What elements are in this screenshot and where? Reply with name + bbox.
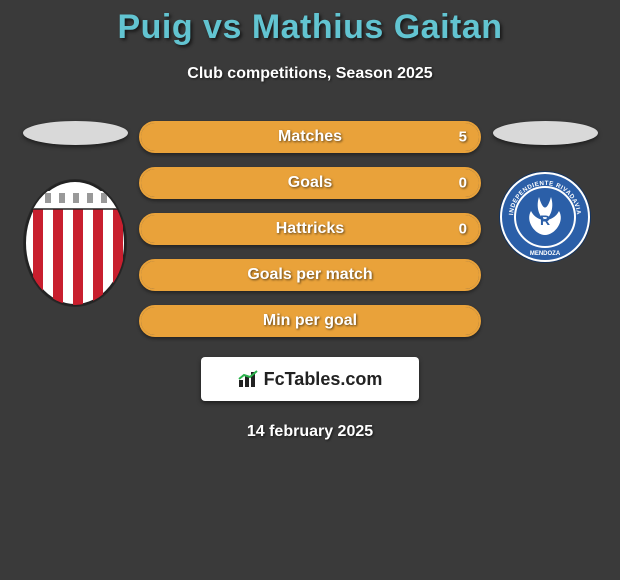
brand-text: FcTables.com: [264, 369, 383, 390]
page-subtitle: Club competitions, Season 2025: [0, 65, 620, 83]
comparison-panel: Matches 5 Goals 0 Hattricks 0 Goals per match M…: [0, 121, 620, 337]
svg-text:R: R: [540, 212, 550, 228]
stat-row: Goals 0: [139, 167, 481, 199]
left-column: [15, 121, 135, 312]
stat-row: Min per goal: [139, 305, 481, 337]
stat-label: Matches: [278, 128, 342, 146]
team-crest-right: INDEPENDIENTE RIVADAVIA MENDOZA R: [497, 169, 593, 270]
stat-value-right: 0: [459, 175, 467, 192]
team-crest-left: [21, 179, 129, 312]
svg-text:MENDOZA: MENDOZA: [530, 251, 561, 257]
stat-row: Goals per match: [139, 259, 481, 291]
stat-value-right: 5: [459, 129, 467, 146]
stat-value-right: 0: [459, 221, 467, 238]
date-text: 14 february 2025: [0, 423, 620, 441]
stat-row: Hattricks 0: [139, 213, 481, 245]
player-silhouette-right: [493, 121, 598, 145]
stat-row: Matches 5: [139, 121, 481, 153]
stat-label: Min per goal: [263, 312, 357, 330]
player-silhouette-left: [23, 121, 128, 145]
stat-label: Hattricks: [276, 220, 344, 238]
stat-label: Goals: [288, 174, 332, 192]
chart-icon: [238, 370, 260, 388]
brand-logo: FcTables.com: [238, 369, 383, 390]
stats-list: Matches 5 Goals 0 Hattricks 0 Goals per match M…: [135, 121, 485, 337]
right-column: INDEPENDIENTE RIVADAVIA MENDOZA R: [485, 121, 605, 270]
brand-box: FcTables.com: [201, 357, 419, 401]
stat-label: Goals per match: [247, 266, 372, 284]
page-title: Puig vs Mathius Gaitan: [0, 0, 620, 47]
